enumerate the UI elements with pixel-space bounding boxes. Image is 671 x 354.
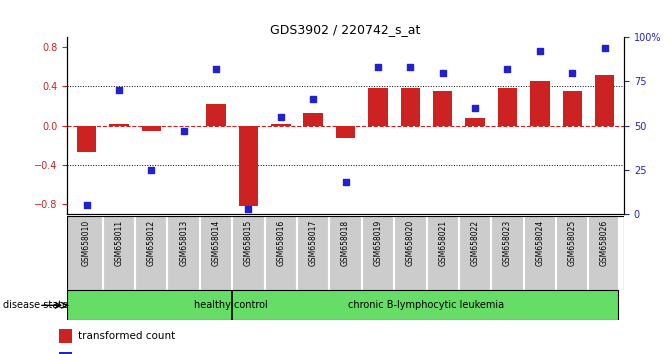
- Text: GSM658010: GSM658010: [82, 219, 91, 266]
- Text: GSM658016: GSM658016: [276, 219, 285, 266]
- Text: GSM658017: GSM658017: [309, 219, 317, 266]
- Text: transformed count: transformed count: [78, 331, 175, 341]
- Bar: [142, 126, 161, 131]
- Bar: [239, 126, 258, 206]
- Bar: [433, 91, 452, 126]
- Point: [599, 45, 610, 51]
- Bar: [271, 124, 291, 126]
- Text: GSM658013: GSM658013: [179, 219, 188, 266]
- Bar: [59, 329, 72, 343]
- Text: GSM658023: GSM658023: [503, 219, 512, 266]
- Text: GSM658018: GSM658018: [341, 219, 350, 266]
- Point: [567, 70, 578, 75]
- Point: [437, 70, 448, 75]
- Point: [405, 64, 416, 70]
- Text: GSM658024: GSM658024: [535, 219, 544, 266]
- Text: GSM658020: GSM658020: [406, 219, 415, 266]
- Bar: [498, 88, 517, 126]
- Point: [178, 128, 189, 134]
- Text: GSM658012: GSM658012: [147, 219, 156, 266]
- Point: [535, 48, 546, 54]
- Text: GSM658014: GSM658014: [211, 219, 221, 266]
- Text: chronic B-lymphocytic leukemia: chronic B-lymphocytic leukemia: [348, 300, 505, 310]
- Point: [470, 105, 480, 111]
- Bar: [336, 126, 355, 138]
- Bar: [76, 126, 96, 152]
- Text: GSM658022: GSM658022: [470, 219, 480, 266]
- Text: GSM658011: GSM658011: [115, 219, 123, 266]
- Point: [308, 96, 319, 102]
- Bar: [368, 88, 388, 126]
- Point: [81, 202, 92, 208]
- Point: [113, 87, 124, 93]
- Bar: [303, 113, 323, 126]
- Point: [146, 167, 156, 173]
- Text: GSM658026: GSM658026: [600, 219, 609, 266]
- Title: GDS3902 / 220742_s_at: GDS3902 / 220742_s_at: [270, 23, 421, 36]
- Bar: [530, 81, 550, 126]
- Bar: [562, 91, 582, 126]
- Bar: [401, 88, 420, 126]
- Text: GSM658021: GSM658021: [438, 219, 447, 266]
- Text: disease state: disease state: [3, 300, 68, 310]
- Text: GSM658019: GSM658019: [374, 219, 382, 266]
- Bar: [59, 352, 72, 354]
- Bar: [595, 75, 615, 126]
- Point: [243, 206, 254, 212]
- Point: [275, 114, 286, 120]
- Point: [372, 64, 383, 70]
- Text: GSM658025: GSM658025: [568, 219, 576, 266]
- Point: [211, 66, 221, 72]
- Text: healthy control: healthy control: [194, 300, 268, 310]
- Bar: [466, 118, 484, 126]
- Bar: [207, 104, 225, 126]
- Bar: [109, 124, 129, 126]
- Text: GSM658015: GSM658015: [244, 219, 253, 266]
- Point: [340, 179, 351, 185]
- Point: [502, 66, 513, 72]
